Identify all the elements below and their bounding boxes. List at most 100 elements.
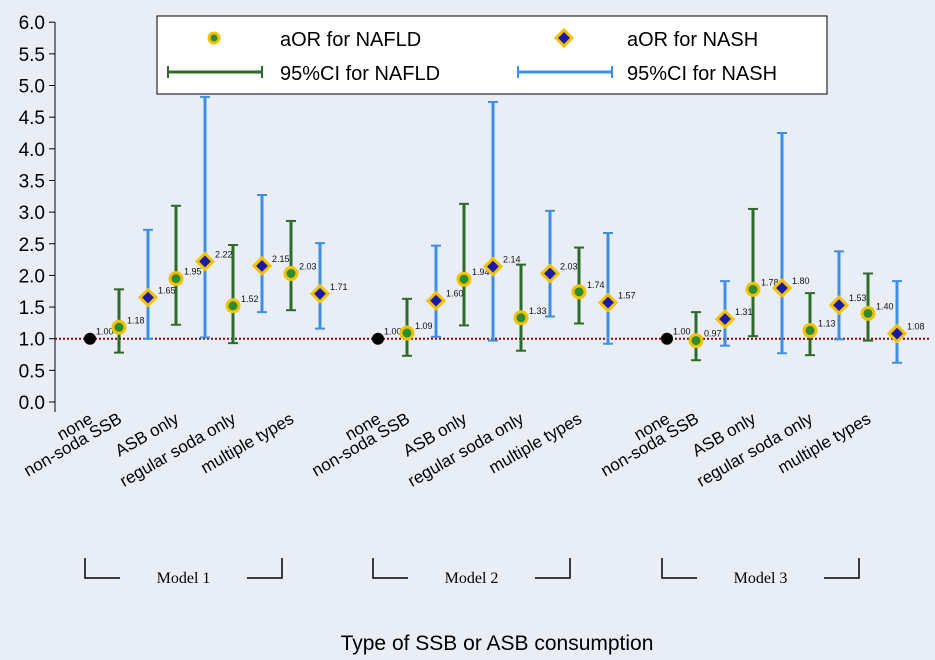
legend-nafld-ci-marker <box>167 66 263 78</box>
nafld-point <box>399 325 415 341</box>
nafld-value-label: 1.13 <box>818 318 836 328</box>
legend-nafld-ci: 95%CI for NAFLD <box>280 63 440 85</box>
nash-point <box>425 290 447 311</box>
nash-ci-bar <box>257 194 267 314</box>
legend: aOR for NAFLD aOR for NASH 95%CI for NAF… <box>156 15 828 95</box>
nafld-value-label: 1.95 <box>184 267 202 277</box>
legend-nash-ci: 95%CI for NASH <box>627 63 777 85</box>
nafld-point <box>688 333 704 349</box>
reference-point <box>372 332 384 345</box>
nafld-ci-bar <box>516 263 526 352</box>
nash-value-label: 1.80 <box>792 276 810 286</box>
nafld-value-label: 1.18 <box>127 315 145 325</box>
nash-ci-bar <box>603 231 613 345</box>
nafld-ci-bar <box>286 219 296 312</box>
nafld-value-label: 2.03 <box>299 262 317 272</box>
nafld-point <box>456 271 472 287</box>
nafld-point <box>571 284 587 300</box>
reference-value-label: 1.00 <box>384 327 402 337</box>
nafld-point <box>111 319 127 335</box>
nafld-point <box>513 310 529 326</box>
nafld-ci-bar <box>459 202 469 327</box>
nash-value-label: 1.53 <box>849 293 867 303</box>
nash-value-label: 1.57 <box>618 291 636 301</box>
y-tick-label: 2.5 <box>19 235 45 256</box>
nafld-point <box>283 266 299 282</box>
y-tick-label: 5.0 <box>19 77 45 98</box>
nash-point <box>309 283 331 304</box>
nash-ci-bar <box>892 280 902 364</box>
legend-nafld-marker <box>207 31 221 45</box>
nash-value-label: 2.14 <box>503 255 521 265</box>
nash-value-label: 1.60 <box>446 289 464 299</box>
nash-point <box>194 251 216 272</box>
reference-point <box>661 332 673 345</box>
nash-point <box>597 292 619 313</box>
y-tick-label: 0.0 <box>19 393 45 414</box>
nash-point <box>771 277 793 299</box>
nafld-point <box>225 298 241 314</box>
nafld-value-label: 1.33 <box>529 306 547 316</box>
reference-point <box>84 332 96 345</box>
nafld-value-label: 1.94 <box>472 267 490 277</box>
y-tick-label: 5.5 <box>19 45 45 66</box>
nash-value-label: 1.65 <box>158 286 176 296</box>
nafld-value-label: 1.09 <box>415 321 433 331</box>
plot-marks: 1.00 1.18 1.95 1.52 2.03 1.65 2.22 2.15 1.71 1.00… <box>84 95 925 364</box>
nash-ci-bar <box>143 228 153 340</box>
y-tick-label: 3.0 <box>19 203 45 224</box>
legend-nash-point: aOR for NASH <box>627 29 758 51</box>
nafld-value-label: 1.78 <box>761 277 779 287</box>
nash-point <box>137 287 159 308</box>
nafld-value-label: 0.97 <box>704 329 722 339</box>
model-bracket: Model 3 <box>661 558 860 587</box>
model-bracket: Model 2 <box>372 558 571 587</box>
nafld-ci-bar <box>228 244 238 345</box>
nash-point <box>251 255 273 277</box>
nafld-point <box>802 322 818 338</box>
nash-ci-bar <box>488 100 498 342</box>
nash-value-label: 1.08 <box>907 322 925 332</box>
nash-value-label: 1.31 <box>735 307 753 317</box>
nash-point <box>714 308 736 330</box>
y-tick-label: 3.5 <box>19 171 45 192</box>
y-axis: 0.0 0.5 1.0 1.5 2.0 2.5 3.0 3.5 4.0 4.5 5.0 5.5 6.0 <box>19 13 56 414</box>
nafld-point <box>168 271 184 287</box>
nafld-point <box>745 281 761 297</box>
nash-point <box>482 256 504 277</box>
model-label: Model 3 <box>734 570 788 587</box>
y-tick-label: 4.0 <box>19 140 45 161</box>
nash-value-label: 2.03 <box>560 262 578 272</box>
legend-nash-ci-marker <box>517 66 613 78</box>
legend-box <box>156 15 828 95</box>
model-bracket: Model 1 <box>84 558 283 587</box>
y-tick-label: 6.0 <box>19 13 45 34</box>
model-brackets: Model 1 Model 2 Model 3 <box>84 558 860 587</box>
nafld-value-label: 1.52 <box>241 294 259 304</box>
model-label: Model 1 <box>157 570 211 587</box>
nafld-ci-bar <box>171 204 181 326</box>
y-tick-label: 0.5 <box>19 361 45 382</box>
y-tick-label: 2.0 <box>19 266 45 287</box>
legend-nafld-point: aOR for NAFLD <box>280 29 421 51</box>
reference-value-label: 1.00 <box>673 327 691 337</box>
model-label: Model 2 <box>445 570 499 587</box>
nash-value-label: 2.22 <box>215 249 233 259</box>
legend-nash-marker <box>553 27 575 49</box>
nafld-point <box>860 305 876 321</box>
nash-ci-bar <box>777 131 787 355</box>
y-tick-label: 4.5 <box>19 108 45 129</box>
reference-value-label: 1.00 <box>96 327 114 337</box>
y-tick-label: 1.5 <box>19 298 45 319</box>
nash-ci-bar <box>200 95 210 339</box>
nash-point <box>828 295 850 316</box>
y-tick-label: 1.0 <box>19 330 45 351</box>
nash-value-label: 2.15 <box>272 254 290 264</box>
nash-point <box>539 263 561 284</box>
nash-point <box>886 323 908 344</box>
nafld-value-label: 1.40 <box>876 301 894 311</box>
x-axis-title: Type of SSB or ASB consumption <box>341 632 654 655</box>
nafld-value-label: 1.74 <box>587 280 605 290</box>
